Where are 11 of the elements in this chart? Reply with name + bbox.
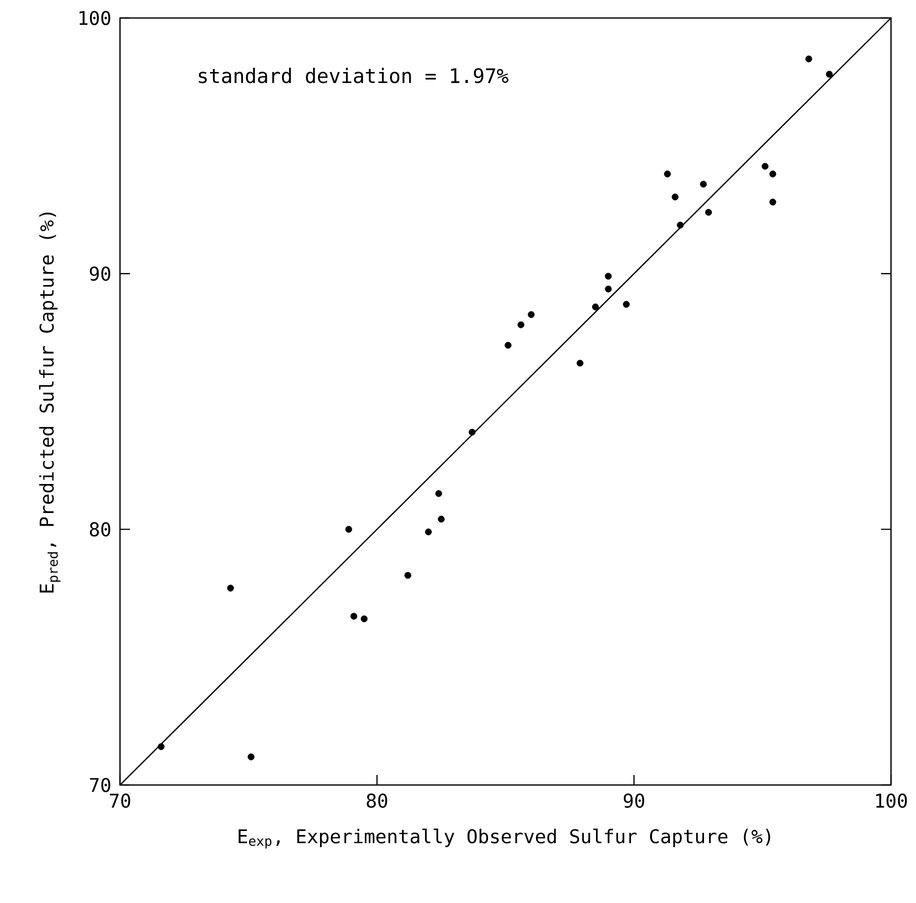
x-tick-label: 70 — [110, 794, 130, 808]
x-tick-label: 100 — [876, 794, 907, 808]
x-axis-title: E$_{exp}$, Experimentally Observed Sulfur Capture (%) — [238, 828, 770, 848]
x-tick-label: 90 — [624, 794, 644, 808]
y-axis-title: E$_{pred}$, Predicted Sulfur Capture (%) — [39, 212, 60, 593]
x-tick-label: 80 — [366, 794, 388, 808]
annotation: standard deviation = 1.97% — [198, 68, 508, 84]
y-tick-label: 70 — [90, 778, 110, 792]
y-tick-label: 90 — [90, 266, 110, 281]
y-tick-label: 80 — [90, 522, 110, 536]
y-tick-label: 100 — [80, 10, 110, 26]
